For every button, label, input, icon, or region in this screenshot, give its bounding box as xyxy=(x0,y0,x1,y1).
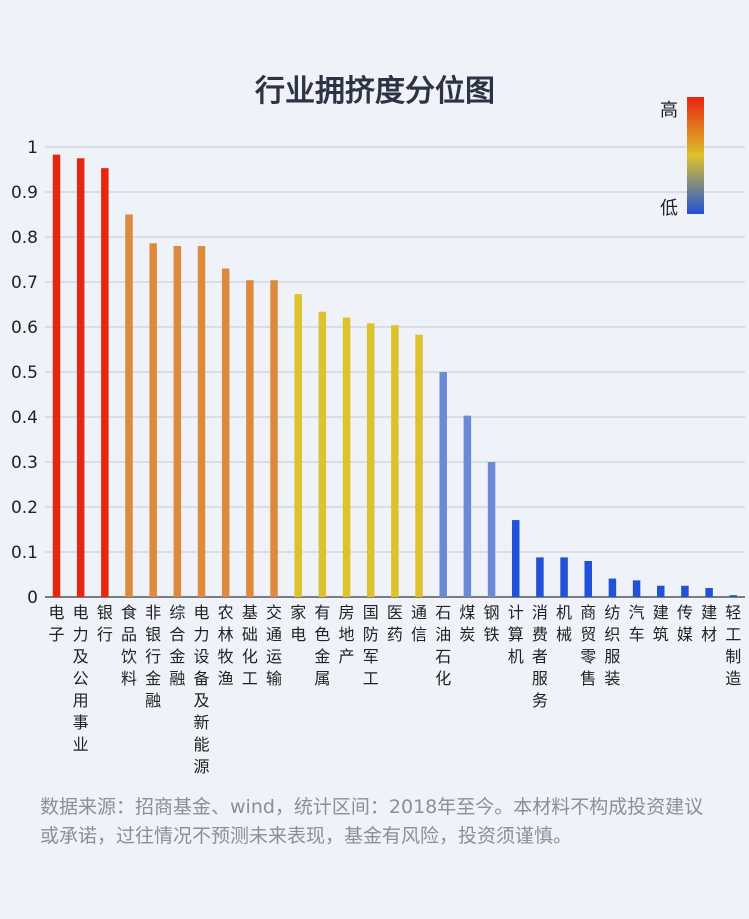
x-tick-label: 基础化工 xyxy=(242,603,258,688)
x-tick-label: 电力及公用事业 xyxy=(73,603,89,754)
x-tick-label: 综合金融 xyxy=(169,603,185,688)
x-tick-label: 计算机 xyxy=(508,603,524,666)
y-tick-label: 0.9 xyxy=(11,183,38,203)
x-tick-label: 非银行金融 xyxy=(145,603,161,710)
x-tick-label: 消费者服务 xyxy=(532,603,548,710)
bar xyxy=(149,243,157,598)
bar xyxy=(511,520,520,597)
x-tick-label: 家电 xyxy=(290,603,306,644)
source-note: 数据来源：招商基金、wind，统计区间：2018年至今。本材料不构成投资建议或承… xyxy=(40,796,704,847)
bar xyxy=(487,462,496,597)
bar xyxy=(536,557,544,597)
x-tick-label: 钢铁 xyxy=(484,603,500,644)
legend-high-label: 高 xyxy=(660,100,678,121)
x-tick-label: 有色金属 xyxy=(314,603,330,688)
bar xyxy=(584,561,592,597)
bar xyxy=(366,323,375,597)
x-tick-label: 商贸零售 xyxy=(580,603,596,688)
x-tick-label: 汽车 xyxy=(629,603,645,644)
x-tick-label: 银行 xyxy=(97,603,113,644)
bar xyxy=(173,246,182,597)
y-axis: 0 0.1 0.2 0.3 0.4 0.5 0.6 0.7 0.8 0.9 1 xyxy=(11,138,38,608)
x-tick-label: 医药 xyxy=(387,603,403,644)
bar xyxy=(76,158,85,597)
y-tick-label: 0.1 xyxy=(11,543,38,563)
bar xyxy=(463,415,472,597)
y-tick-label: 0.5 xyxy=(11,363,38,383)
bar xyxy=(52,154,61,597)
x-tick-label: 石油石化 xyxy=(435,603,451,688)
legend: 高 低 xyxy=(660,97,704,219)
x-tick-label: 传媒 xyxy=(677,603,693,644)
y-tick-label: 1 xyxy=(27,138,38,158)
legend-low-label: 低 xyxy=(660,198,678,219)
x-tick-label: 煤炭 xyxy=(459,603,475,644)
bar xyxy=(391,325,399,597)
bar xyxy=(318,311,327,597)
y-tick-label: 0.7 xyxy=(11,273,38,293)
bar xyxy=(197,246,206,597)
y-tick-label: 0.8 xyxy=(11,228,38,248)
y-tick-label: 0.3 xyxy=(11,453,38,473)
bar xyxy=(729,595,738,597)
y-tick-label: 0 xyxy=(27,588,38,608)
y-tick-label: 0.2 xyxy=(11,498,38,518)
bar xyxy=(560,557,568,597)
x-tick-label: 电力设备及新能源 xyxy=(194,603,210,776)
chart-title: 行业拥挤度分位图 xyxy=(254,74,495,109)
x-axis: 电子电力及公用事业银行食品饮料非银行金融综合金融电力设备及新能源农林牧渔基础化工… xyxy=(48,603,741,776)
bar xyxy=(657,585,665,597)
y-tick-label: 0.6 xyxy=(11,318,38,338)
legend-color-scale xyxy=(687,97,704,214)
x-tick-label: 农林牧渔 xyxy=(218,603,234,688)
bar xyxy=(342,317,351,597)
bar xyxy=(101,168,109,597)
bar xyxy=(221,268,230,597)
x-tick-label: 通信 xyxy=(411,603,427,644)
x-tick-label: 建筑 xyxy=(653,603,669,644)
bars xyxy=(52,154,738,598)
bar xyxy=(705,588,713,597)
bar xyxy=(125,214,133,597)
x-tick-label: 轻工制造 xyxy=(725,603,741,688)
x-tick-label: 电子 xyxy=(48,603,64,644)
x-tick-label: 房地产 xyxy=(339,603,355,666)
bar xyxy=(608,578,617,597)
x-tick-label: 纺织服装 xyxy=(604,603,620,688)
x-tick-label: 交通运输 xyxy=(266,603,282,688)
x-tick-label: 建材 xyxy=(701,603,717,644)
bar xyxy=(681,585,689,597)
bar xyxy=(270,280,278,597)
x-tick-label: 国防军工 xyxy=(363,603,379,688)
y-tick-label: 0.4 xyxy=(11,408,38,428)
x-tick-label: 食品饮料 xyxy=(121,603,137,688)
x-tick-label: 机械 xyxy=(556,603,572,644)
bar xyxy=(294,294,302,597)
bar xyxy=(632,580,641,597)
bar xyxy=(439,372,447,597)
bar xyxy=(415,334,423,597)
bar xyxy=(246,280,254,597)
